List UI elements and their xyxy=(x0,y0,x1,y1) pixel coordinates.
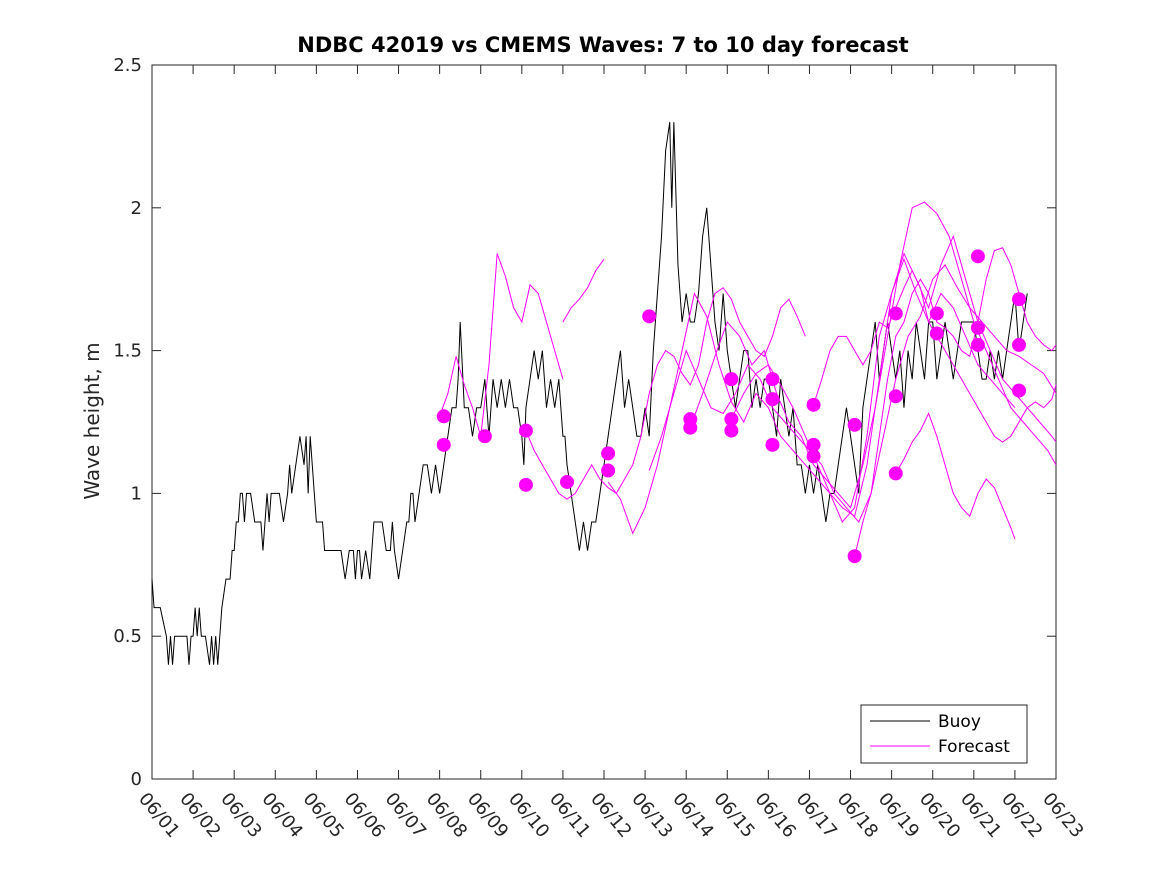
forecast-marker-16 xyxy=(765,437,780,452)
forecast-marker-0 xyxy=(436,409,451,424)
forecast-marker-1 xyxy=(436,437,451,452)
legend: Buoy Forecast xyxy=(860,704,1028,764)
forecast-line-7 xyxy=(895,412,1016,540)
legend-buoy-label: Buoy xyxy=(938,712,981,732)
forecast-line-6 xyxy=(648,264,1057,523)
forecast-line-1 xyxy=(562,258,605,323)
forecast-marker-5 xyxy=(560,474,575,489)
forecast-marker-27 xyxy=(970,320,985,335)
forecast-marker-32 xyxy=(1012,337,1027,352)
forecast-marker-14 xyxy=(765,392,780,407)
forecast-marker-20 xyxy=(847,549,862,564)
forecast-marker-30 xyxy=(1012,292,1027,307)
y-axis-label: Wave height, m xyxy=(80,342,104,499)
forecast-marker-6 xyxy=(601,463,616,478)
forecast-marker-2 xyxy=(477,429,492,444)
legend-box xyxy=(860,704,1028,764)
chart-title: NDBC 42019 vs CMEMS Waves: 7 to 10 day f… xyxy=(297,33,908,57)
forecast-line-0 xyxy=(439,253,564,437)
forecast-marker-28 xyxy=(970,249,985,264)
forecast-marker-22 xyxy=(888,389,903,404)
y-tick-label-3: 1.5 xyxy=(113,341,142,362)
forecast-marker-4 xyxy=(518,477,533,492)
y-tick-label-4: 2 xyxy=(131,198,142,219)
forecast-marker-8 xyxy=(642,309,657,324)
forecast-line-5 xyxy=(730,234,1057,518)
forecast-marker-13 xyxy=(724,372,739,387)
forecast-marker-7 xyxy=(601,446,616,461)
y-tick-label-5: 2.5 xyxy=(113,55,142,76)
forecast-line-3 xyxy=(607,257,1016,535)
forecast-marker-24 xyxy=(888,466,903,481)
forecast-marker-3 xyxy=(518,423,533,438)
forecast-marker-29 xyxy=(970,337,985,352)
forecast-marker-26 xyxy=(929,326,944,341)
forecast-marker-19 xyxy=(806,397,821,412)
y-tick-label-2: 1 xyxy=(131,483,142,504)
forecast-marker-15 xyxy=(765,372,780,387)
forecast-marker-10 xyxy=(683,412,698,427)
forecast-marker-18 xyxy=(806,437,821,452)
y-tick-label-0: 0 xyxy=(131,769,142,790)
forecast-marker-21 xyxy=(847,417,862,432)
forecast-marker-12 xyxy=(724,412,739,427)
forecast-marker-23 xyxy=(888,306,903,321)
legend-forecast-label: Forecast xyxy=(938,737,1010,757)
forecast-line-2 xyxy=(525,287,806,500)
y-tick-label-1: 0.5 xyxy=(113,626,142,647)
forecast-line-8 xyxy=(854,247,1057,557)
forecast-marker-25 xyxy=(929,306,944,321)
forecast-marker-31 xyxy=(1012,383,1027,398)
